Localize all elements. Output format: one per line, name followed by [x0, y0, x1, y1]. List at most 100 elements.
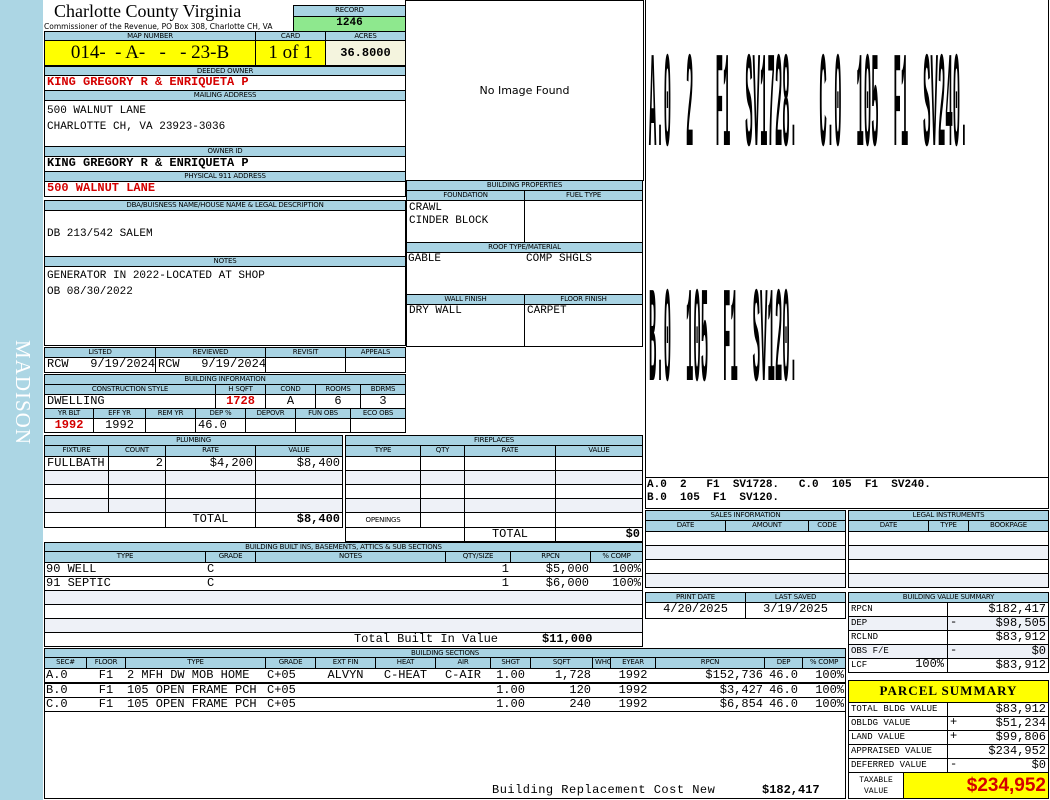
- value-summary-sign: -: [950, 644, 958, 657]
- building-info-value: 1992: [44, 418, 94, 433]
- value-summary-extra: 100%: [915, 658, 944, 671]
- building-info-value: 1992: [93, 418, 146, 433]
- sections-cell: 1992: [618, 698, 648, 711]
- building-info-value: DWELLING: [44, 394, 216, 409]
- value-summary-extra: [880, 602, 946, 616]
- district-sidebar: MADISON: [0, 0, 43, 800]
- card-number: 1 of 1: [255, 40, 326, 66]
- map-number: 014- - A- - - 23-B: [44, 40, 256, 66]
- sections-cell: C+05: [267, 698, 296, 711]
- replacement-cost-value: $182,417: [762, 784, 820, 797]
- sections-cell: 100%: [815, 683, 844, 697]
- parcel-summary-title: PARCEL SUMMARY: [848, 680, 1049, 703]
- sections-cell: 46.0: [769, 683, 798, 697]
- sections-cell: C-HEAT: [383, 669, 428, 682]
- sections-cell: [375, 684, 436, 698]
- plumbing-cell: [44, 498, 109, 513]
- builtins-cell: 100%: [612, 563, 641, 576]
- owner-id: KING GREGORY R & ENRIQUETA P: [44, 156, 406, 172]
- sections-cell: 2 MFH DW MOB HOME: [127, 669, 250, 682]
- value-summary-sign: [948, 602, 969, 616]
- builtins-total: $11,000: [542, 633, 593, 646]
- legal-instruments-row: [848, 559, 1049, 574]
- deeded-owner: KING GREGORY R & ENRIQUETA P: [44, 75, 406, 91]
- review-value: [345, 357, 406, 373]
- wall-finish: DRY WALL: [406, 304, 525, 347]
- sections-cell: 240: [569, 698, 591, 711]
- fireplaces-cell: [464, 456, 556, 471]
- plumbing-cell: [108, 470, 166, 485]
- sections-cell: $6,854: [719, 698, 763, 711]
- sections-cell: F1: [98, 683, 114, 697]
- plumbing-total: $8,400: [255, 512, 343, 528]
- foundation-value-line: CINDER BLOCK: [409, 215, 489, 227]
- parcel-summary-sign: -: [950, 758, 958, 771]
- value-summary-value: $83,912: [947, 630, 1049, 645]
- parcel-summary-sign: +: [950, 716, 958, 729]
- sections-cell: [592, 698, 611, 712]
- notes-line: OB 08/30/2022: [47, 286, 133, 298]
- fireplaces-cell: [555, 498, 643, 513]
- value-summary-value: $182,417: [947, 602, 1049, 617]
- foundation-value: CRAWL CINDER BLOCK: [406, 200, 525, 243]
- building-info-value: [145, 418, 196, 433]
- builtins-total-row: [44, 632, 643, 647]
- taxable-value: $234,952: [903, 772, 1049, 799]
- builtins-row: [44, 590, 643, 605]
- fireplaces-cell: [555, 456, 643, 471]
- legal-instruments-row: [848, 531, 1049, 546]
- builtins-cell: 90 WELL: [46, 563, 97, 576]
- fireplaces-cell: [420, 498, 465, 513]
- value-summary-sign: [948, 658, 969, 672]
- fireplaces-cell: [464, 470, 556, 485]
- sketch-legend-line: A.0 2 F1 SV1728. C.0 105 F1 SV240.: [647, 479, 931, 491]
- building-info-value: 6: [315, 394, 361, 409]
- building-info-value: 1728: [215, 394, 266, 409]
- no-image-placeholder: No Image Found: [405, 0, 644, 181]
- plumbing-cell: [44, 484, 109, 499]
- sections-cell: [315, 698, 376, 712]
- fuel-type-value: [524, 200, 643, 243]
- sketch-label: B.0 105 F1 SV120.: [648, 275, 798, 422]
- builtins-cell: $5,000: [545, 563, 589, 576]
- fireplaces-openings-cell: [420, 512, 465, 528]
- notes: GENERATOR IN 2022-LOCATED AT SHOP OB 08/3…: [44, 266, 406, 346]
- plumbing-total-blank: [44, 512, 166, 528]
- sections-cell: A.0: [46, 669, 68, 682]
- sections-cell: C-AIR: [444, 669, 481, 682]
- builtins-cell: 91 SEPTIC: [46, 577, 111, 590]
- sales-row: [645, 545, 846, 560]
- fireplaces-cell: [555, 470, 643, 485]
- fireplaces-openings-cell: [555, 512, 643, 528]
- sections-cell: B.0: [46, 683, 68, 697]
- building-info-value: 3: [360, 394, 406, 409]
- sections-cell: $152,736: [705, 669, 763, 682]
- sections-cell: 1,728: [554, 669, 591, 682]
- print-date: 4/20/2025: [645, 602, 746, 619]
- fireplaces-openings-label: OPENINGS: [345, 512, 421, 528]
- mailing-address-line: 500 WALNUT LANE: [47, 105, 147, 117]
- plumbing-cell: [165, 470, 256, 485]
- sales-row: [645, 559, 846, 574]
- replacement-cost-label: Building Replacement Cost New: [492, 784, 716, 797]
- sections-cell: 1.00: [496, 683, 525, 697]
- building-info-value: [295, 418, 351, 433]
- builtins-cell: [255, 563, 446, 577]
- sections-cell: 46.0: [769, 669, 798, 682]
- fireplaces-cell: [345, 456, 421, 471]
- sections-cell: 105 OPEN FRAME PCH: [127, 683, 257, 697]
- builtins-cell: 1: [501, 577, 509, 590]
- sections-cell: [592, 669, 611, 683]
- sections-cell: [592, 684, 611, 698]
- building-info-value: [350, 418, 406, 433]
- sections-cell: [315, 684, 376, 698]
- builtins-row: [44, 604, 643, 619]
- sections-cell: 105 OPEN FRAME PCH: [127, 698, 257, 711]
- builtins-cell: C: [207, 563, 215, 576]
- sections-cell: $3,427: [719, 683, 763, 697]
- sections-cell: 100%: [815, 698, 844, 711]
- parcel-summary-label: TOTAL BLDG VALUE: [848, 702, 948, 717]
- value-summary-sign: [948, 630, 969, 644]
- fireplaces-total-label: TOTAL: [464, 527, 556, 542]
- builtins-cell: $6,000: [545, 577, 589, 590]
